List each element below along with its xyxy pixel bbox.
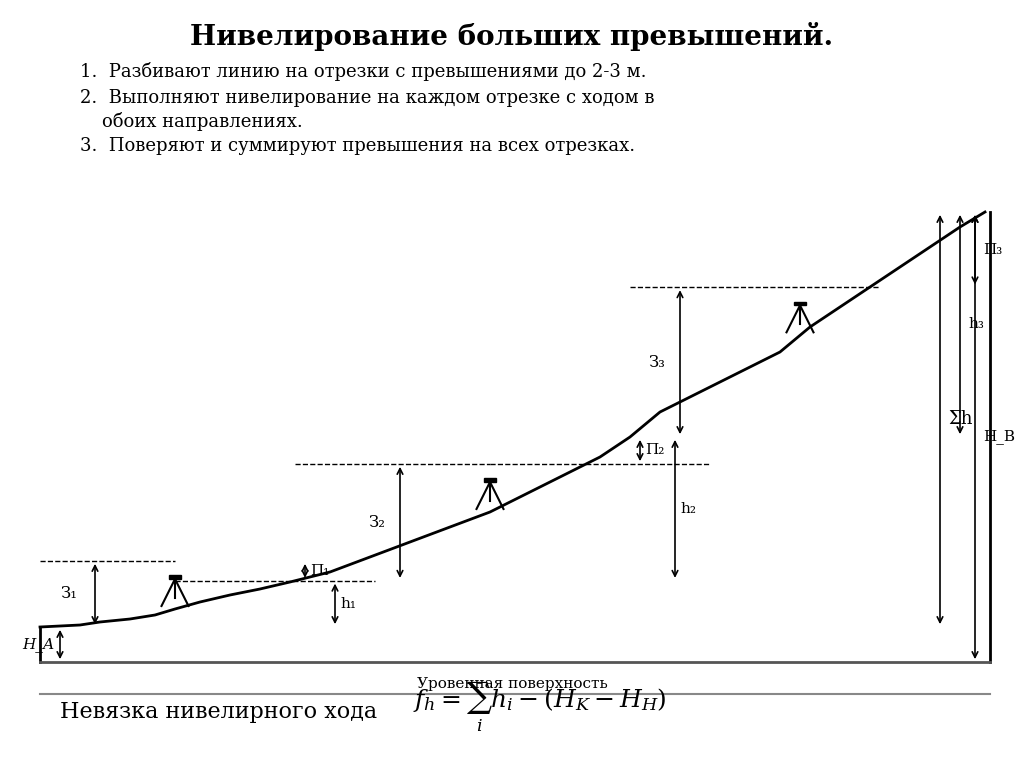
Text: h₁: h₁ (340, 597, 356, 611)
Text: П₃: П₃ (983, 242, 1002, 257)
Text: Н_В: Н_В (983, 430, 1015, 444)
Text: Уровенная поверхность: Уровенная поверхность (417, 677, 607, 691)
Bar (484, 479, 496, 482)
Text: h₃: h₃ (968, 318, 984, 331)
Text: обоих направлениях.: обоих направлениях. (102, 112, 303, 131)
Text: 2.  Выполняют нивелирование на каждом отрезке с ходом в: 2. Выполняют нивелирование на каждом отр… (80, 89, 654, 107)
Text: Нивелирование больших превышений.: Нивелирование больших превышений. (190, 22, 834, 51)
Text: Σh: Σh (948, 410, 973, 429)
Text: Н_А: Н_А (23, 637, 55, 652)
Text: 3.  Поверяют и суммируют превышения на всех отрезках.: 3. Поверяют и суммируют превышения на вс… (80, 137, 635, 155)
Text: З₂: З₂ (368, 514, 385, 531)
Bar (169, 575, 181, 579)
Text: Невязка нивелирного хода: Невязка нивелирного хода (60, 701, 377, 723)
Text: П₁: П₁ (310, 564, 330, 578)
Text: $f_h = \sum_i h_i - (H_K - H_H)$: $f_h = \sum_i h_i - (H_K - H_H)$ (413, 680, 667, 734)
Text: П₂: П₂ (645, 443, 665, 457)
Text: 1.  Разбивают линию на отрезки с превышениями до 2-3 м.: 1. Разбивают линию на отрезки с превышен… (80, 62, 646, 81)
Text: З₃: З₃ (648, 354, 665, 370)
Bar (794, 301, 806, 305)
Text: h₂: h₂ (680, 502, 696, 516)
Text: З₁: З₁ (60, 585, 77, 603)
